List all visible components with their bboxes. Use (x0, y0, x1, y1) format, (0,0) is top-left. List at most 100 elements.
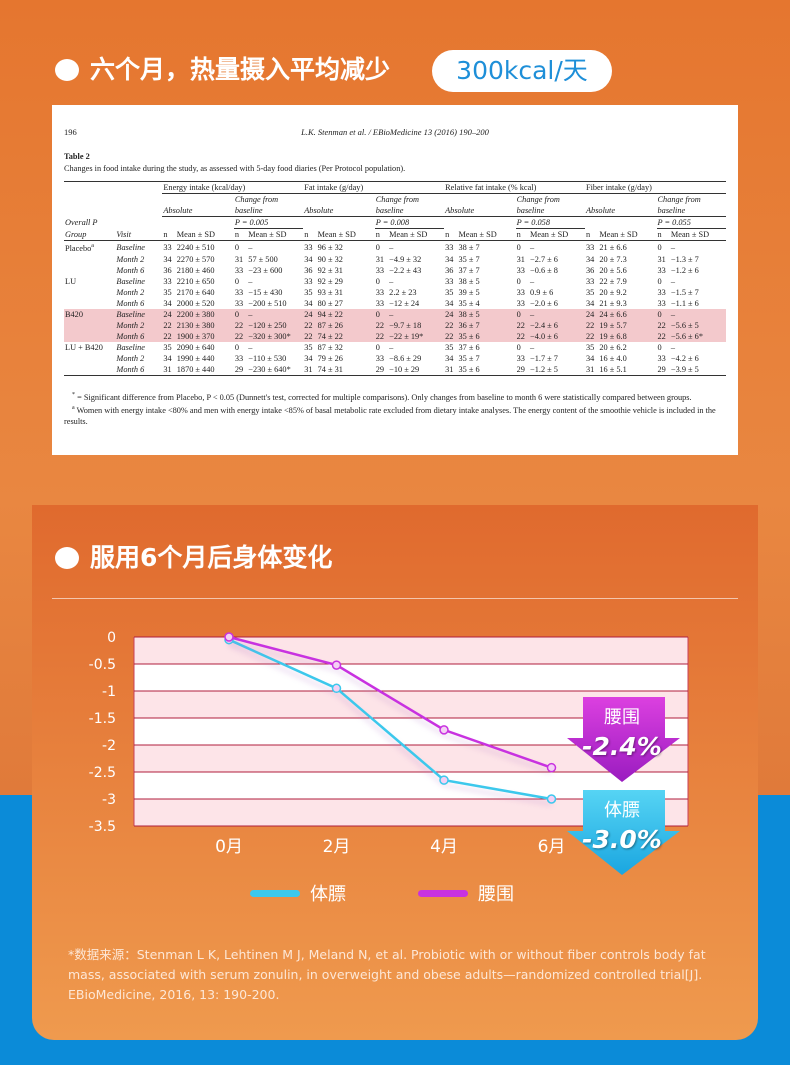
cell: 19 ± 5.7 (598, 319, 657, 331)
point (331, 683, 342, 694)
legend-swatch (250, 890, 300, 897)
table-row: Month 2 34 1990 ± 440 33 −110 ± 530 34 79 ± 26… (64, 353, 726, 364)
cell: 35 (304, 342, 313, 352)
cell: – (389, 242, 394, 252)
legend-label: 体膘 (310, 884, 346, 905)
cell: 22 (444, 319, 458, 331)
cell: 37 ± 7 (458, 265, 480, 275)
cell: 0 (516, 276, 521, 286)
cell: 33 (375, 265, 385, 275)
cell: 22 (444, 330, 458, 342)
cell: 2000 ± 520 (176, 298, 215, 308)
cell: −4.0 ± 6 (529, 330, 585, 342)
table-row: Month 2 34 2270 ± 570 31 57 ± 500 34 90 ± 32 31… (64, 254, 726, 265)
cell: 35 ± 7 (458, 353, 480, 363)
callout-title: 体膘 (604, 800, 640, 821)
group-name: LU + B420 (65, 342, 103, 352)
callout-value: -2.4% (582, 732, 662, 761)
cell (444, 217, 516, 229)
cell: 31 (234, 254, 244, 264)
cell: 33 (234, 287, 244, 297)
cell: −22 ± 19* (388, 330, 445, 342)
cell: 33 (445, 242, 454, 252)
cell: 1870 ± 440 (175, 363, 234, 376)
sub-header: Change from baseline (233, 193, 304, 217)
y-tick-label: -3 (102, 792, 116, 808)
table-row: Placeboa Baseline 33 2240 ± 510 0–33 96 ± 32 0… (64, 241, 726, 254)
cell: 29 (233, 363, 248, 376)
cell: 20 ± 6.2 (599, 342, 627, 352)
cell: 74 ± 31 (316, 363, 375, 376)
cell (64, 298, 115, 309)
cell: 35 ± 4 (458, 298, 480, 308)
cell: 33 (657, 265, 666, 275)
cell: −10 ± 29 (388, 363, 445, 376)
point (224, 632, 234, 642)
cell: 37 ± 6 (458, 342, 480, 352)
cell: 34 (304, 298, 313, 308)
group-header: Energy intake (kcal/day) (162, 181, 304, 194)
cell: – (389, 276, 394, 286)
cell: 22 (162, 319, 176, 331)
y-tick-label: -0.5 (89, 657, 116, 673)
cell: 35 ± 6 (457, 363, 516, 376)
cell: 35 (445, 342, 454, 352)
cell (64, 194, 162, 217)
cell: 31 (444, 363, 458, 376)
cell: 34 (163, 254, 172, 264)
cell: – (529, 308, 585, 320)
cell: 22 (303, 319, 317, 331)
visit: Month 2 (115, 319, 163, 331)
cell: 0 (234, 242, 240, 252)
cell: 35 ± 6 (457, 330, 516, 342)
cell: 0 (375, 276, 380, 286)
table-row: Month 6 34 2000 ± 520 33 −200 ± 510 34 80 ± 27… (64, 298, 726, 309)
table-row: Overall P P = 0.005 P = 0.008 P = 0.058 P = … (64, 216, 726, 229)
source-note: EBioMedicine, 2016, 13: 190-200. (68, 987, 280, 1002)
sub-header: Absolute (444, 193, 516, 217)
cell: 36 ± 7 (457, 319, 516, 331)
col-label: n (303, 228, 317, 241)
sub-header: Change from baseline (374, 193, 445, 217)
source-note: *数据来源：Stenman L K, Lehtinen M J, Meland … (68, 947, 706, 962)
table-row: Absolute Change from baseline Absolute Chan… (64, 193, 726, 217)
cell: 20 ± 7.3 (599, 254, 627, 264)
p-value: P = 0.008 (374, 216, 445, 229)
cell: 21 ± 9.3 (599, 298, 627, 308)
cell: −15 ± 430 (248, 287, 283, 297)
cell: 24 (303, 308, 317, 320)
col-label: n (162, 228, 176, 241)
col-label: Mean ± SD (175, 228, 234, 241)
col-label: n (584, 228, 599, 241)
point (439, 775, 449, 785)
visit: Baseline (116, 342, 145, 352)
cell (585, 217, 657, 229)
cell: 0 (657, 276, 662, 286)
group-header: Fat intake (g/day) (303, 181, 445, 194)
point (546, 762, 557, 773)
visit: Month 2 (116, 287, 145, 297)
cell: −5.6 ± 6* (669, 330, 726, 342)
cell: 34 (163, 298, 172, 308)
cell: 16 ± 4.0 (599, 353, 627, 363)
x-tick-label: 0月 (215, 837, 243, 857)
grid-band (134, 637, 688, 664)
cell: – (389, 342, 394, 352)
note-mark: a (72, 404, 75, 411)
col-label: Group (64, 228, 116, 241)
cell: 22 (303, 330, 317, 342)
cell (64, 319, 116, 331)
cell: 20 ± 9.2 (599, 287, 627, 297)
x-tick-label: 4月 (430, 837, 458, 857)
point (331, 660, 342, 670)
cell: 22 (162, 330, 176, 342)
cell: 34 (445, 298, 454, 308)
cell: 38 ± 7 (458, 242, 480, 252)
cell (64, 353, 115, 364)
cell: 36 (304, 265, 313, 275)
cell: 34 (304, 353, 313, 363)
cell: 2170 ± 640 (176, 287, 215, 297)
series-line (228, 638, 552, 801)
cell: 33 (585, 276, 595, 286)
